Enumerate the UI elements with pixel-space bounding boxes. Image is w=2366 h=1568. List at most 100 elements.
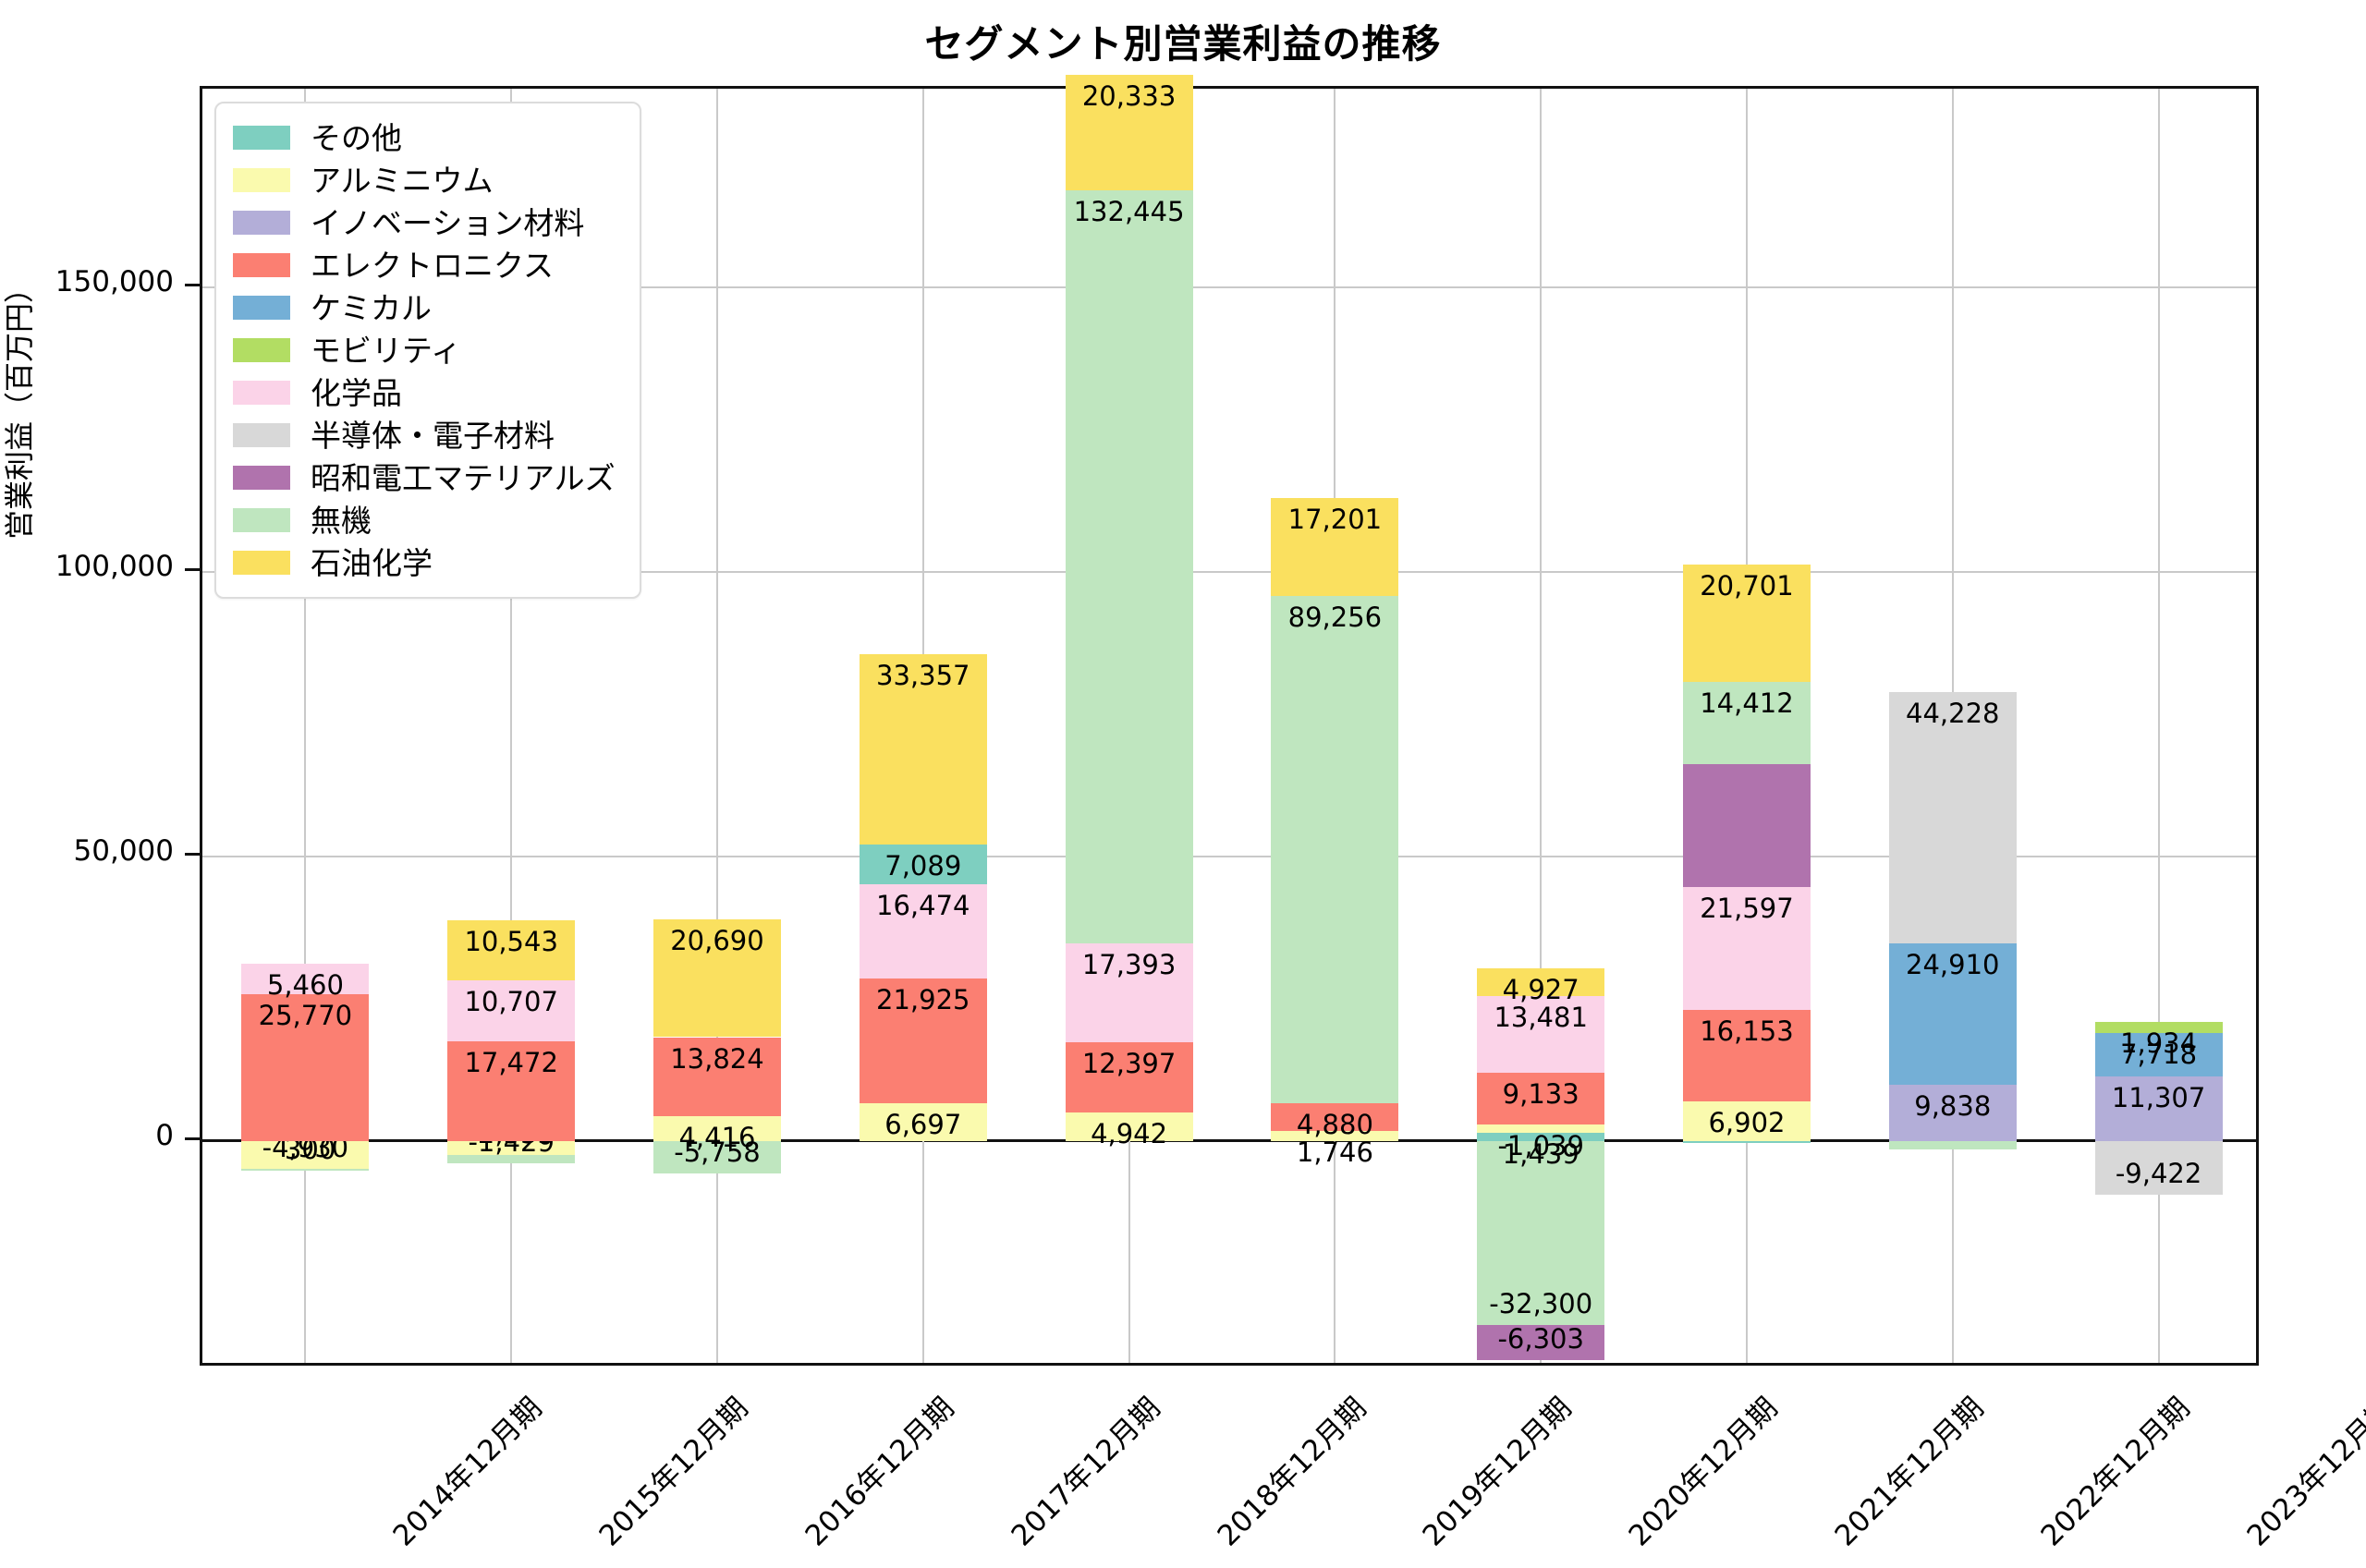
bar-segment[interactable] [1271, 595, 1399, 1103]
vertical-gridline [510, 89, 513, 1363]
bar-segment[interactable] [1477, 1324, 1605, 1361]
bar-group[interactable]: -32,300 -6,303 1,439 -1,039 9,133 13,481 4,927 [1438, 89, 1644, 1363]
legend-item[interactable]: エレクトロニクス [233, 244, 616, 286]
bar-segment[interactable] [1477, 1072, 1605, 1125]
legend-item[interactable]: その他 [233, 116, 616, 159]
legend-item-label: ケミカル [311, 289, 433, 326]
bar-group[interactable]: 6,697 21,925 16,474 7,089 33,357 [820, 89, 1026, 1363]
legend-item[interactable]: 化学品 [233, 371, 616, 414]
bar-segment[interactable] [241, 1140, 370, 1170]
legend-item[interactable]: アルミニウム [233, 159, 616, 201]
bar-group[interactable]: 4,942 12,397 17,393 132,445 20,333 [1026, 74, 1232, 1363]
bar-segment[interactable] [1682, 1140, 1811, 1143]
x-axis-tick-label: 2021年12月期 [1828, 1391, 1991, 1553]
legend-item-label: アルミニウム [311, 162, 494, 199]
bar-segment[interactable] [1477, 1140, 1605, 1325]
bar-segment[interactable] [859, 844, 987, 885]
legend-item[interactable]: 石油化学 [233, 541, 616, 584]
bar-segment[interactable] [1065, 1112, 1193, 1141]
bar-segment[interactable] [1477, 1132, 1605, 1141]
bar-segment[interactable] [652, 919, 782, 1038]
legend-item[interactable]: イノベーション材料 [233, 201, 616, 244]
y-axis-tick-mark [185, 284, 200, 287]
legend-item[interactable]: 半導体・電子材料 [233, 414, 616, 456]
legend-item-label: イノベーション材料 [311, 204, 585, 241]
bar-segment[interactable] [1477, 1124, 1605, 1133]
bar-segment[interactable] [2094, 1076, 2223, 1141]
horizontal-gridline [202, 856, 2256, 857]
x-axis-tick-label: 2020年12月期 [1622, 1391, 1785, 1553]
bar-segment[interactable] [1271, 1102, 1399, 1132]
legend-item[interactable]: モビリティ [233, 329, 616, 371]
bar-segment[interactable] [241, 1169, 370, 1172]
bar-segment[interactable] [447, 1041, 576, 1141]
bar-segment[interactable] [652, 1140, 782, 1174]
bar-segment[interactable] [1888, 942, 2017, 1086]
legend-color-swatch-icon [233, 338, 290, 362]
y-axis-tick-label: 0 [155, 1118, 174, 1152]
legend-color-swatch-icon [233, 551, 290, 575]
bar-segment[interactable] [1065, 942, 1193, 1043]
bar-segment[interactable] [447, 1155, 576, 1164]
bar-segment[interactable] [1888, 1085, 2017, 1141]
legend-color-swatch-icon [233, 168, 290, 192]
bar-segment[interactable] [447, 980, 576, 1042]
bar-segment[interactable] [859, 654, 987, 845]
bar-segment[interactable] [652, 1115, 782, 1141]
bar-segment[interactable] [1682, 1009, 1811, 1102]
bar-segment[interactable] [447, 920, 576, 981]
legend-item[interactable]: ケミカル [233, 286, 616, 329]
bar-segment[interactable] [447, 1140, 576, 1156]
legend-color-swatch-icon [233, 253, 290, 277]
bar-segment[interactable] [241, 994, 370, 1141]
bar-group[interactable]: -9,422 11,307 7,718 1,934 [2055, 89, 2262, 1363]
horizontal-gridline [202, 571, 2256, 574]
bar-segment[interactable] [1065, 1042, 1193, 1113]
legend-item-label: 無機 [311, 502, 372, 539]
x-axis-tick-label: 2019年12月期 [1416, 1391, 1579, 1553]
x-axis-tick-label: 2018年12月期 [1211, 1391, 1373, 1553]
bar-segment[interactable] [1888, 1140, 2017, 1149]
bar-segment[interactable] [652, 1037, 782, 1116]
legend-item-label: 化学品 [311, 374, 402, 411]
bar-segment[interactable] [2094, 1021, 2223, 1033]
bar-segment[interactable] [859, 978, 987, 1103]
bar-segment[interactable] [241, 963, 370, 995]
vertical-gridline [716, 89, 718, 1363]
legend-item-label: 石油化学 [311, 544, 433, 581]
bar-segment[interactable] [2094, 1140, 2223, 1195]
bar-segment[interactable] [1888, 691, 2017, 943]
legend-color-swatch-icon [233, 211, 290, 235]
bar-segment[interactable] [859, 884, 987, 978]
legend-item[interactable]: 昭和電工マテリアルズ [233, 456, 616, 499]
bar-segment[interactable] [1682, 763, 1811, 887]
bar-segment[interactable] [1477, 967, 1605, 996]
bar-segment[interactable] [1682, 564, 1811, 683]
legend-item-label: その他 [311, 119, 402, 156]
bar-segment[interactable] [1682, 682, 1811, 764]
legend-color-swatch-icon [233, 126, 290, 150]
horizontal-gridline [202, 286, 2256, 289]
bar-group[interactable]: -5,758 4,416 13,824 20,690 [615, 89, 821, 1363]
y-axis-tick-mark [185, 1136, 200, 1140]
bar-segment[interactable] [1271, 497, 1399, 596]
bar-segment[interactable] [1682, 1101, 1811, 1141]
bar-segment[interactable] [1477, 995, 1605, 1073]
vertical-gridline [2157, 89, 2160, 1363]
bar-segment[interactable] [1682, 886, 1811, 1010]
x-axis-tick-label: 2015年12月期 [592, 1391, 755, 1553]
bar-group[interactable]: 1,746 4,880 89,256 17,201 [1232, 89, 1438, 1363]
bar-segment[interactable] [1065, 189, 1193, 943]
bar-segment[interactable] [1271, 1131, 1399, 1141]
x-axis-tick-label: 2023年12月期 [2240, 1391, 2366, 1553]
y-axis-tick-label: 100,000 [55, 550, 174, 584]
bar-segment[interactable] [1065, 74, 1193, 190]
bar-segment[interactable] [2094, 1032, 2223, 1077]
legend-item-label: エレクトロニクス [311, 247, 555, 284]
legend-item[interactable]: 無機 [233, 499, 616, 541]
bar-segment[interactable] [859, 1102, 987, 1141]
bar-value-label: 1,746 [1296, 1136, 1373, 1169]
